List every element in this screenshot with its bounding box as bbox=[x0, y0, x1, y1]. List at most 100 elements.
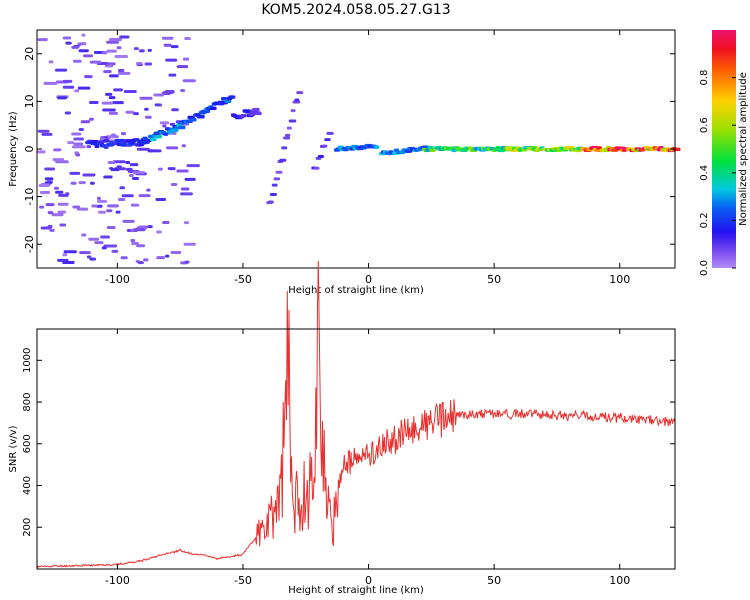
spectrogram-speckle bbox=[144, 107, 149, 111]
spectrogram-speckle bbox=[180, 187, 190, 191]
spectrogram-speckle bbox=[78, 49, 89, 53]
colorbar-tick-label: 0.6 bbox=[699, 117, 710, 133]
spectrogram-speckle bbox=[110, 168, 120, 172]
spectrogram-speckle bbox=[98, 210, 106, 214]
spectrogram-feature-4 bbox=[275, 170, 283, 174]
spectrogram-speckle bbox=[43, 81, 58, 85]
spectrogram-feature-1 bbox=[155, 135, 162, 139]
spectrogram-speckle bbox=[106, 225, 116, 229]
spectrogram-speckle bbox=[100, 235, 110, 239]
snr-plot-area bbox=[37, 329, 675, 569]
spectrogram-speckle bbox=[103, 175, 113, 179]
spectrogram-speckle bbox=[117, 197, 126, 201]
spectrogram-speckle bbox=[47, 211, 54, 215]
spectrogram-speckle bbox=[83, 54, 94, 58]
spectrogram-speckle bbox=[73, 137, 85, 141]
spectrogram-feature-4 bbox=[294, 98, 300, 102]
spectrogram-speckle bbox=[78, 181, 86, 185]
spectrogram-feature-0 bbox=[98, 140, 105, 144]
spectrogram-speckle bbox=[165, 254, 170, 258]
spectrogram-speckle bbox=[166, 146, 179, 150]
spectrogram-speckle bbox=[163, 43, 172, 47]
spectrogram-speckle bbox=[45, 203, 55, 207]
spectrogram-feature-4 bbox=[284, 133, 291, 137]
spectrogram-speckle bbox=[48, 60, 54, 64]
spectrogram-speckle bbox=[96, 196, 101, 200]
spectrogram-speckle bbox=[156, 103, 162, 107]
spectrogram-speckle bbox=[176, 65, 189, 69]
spectrogram-speckle bbox=[103, 70, 112, 74]
spectrogram-speckle bbox=[62, 253, 68, 257]
spectrogram-speckle bbox=[170, 250, 182, 254]
x-tick-label: -50 bbox=[234, 273, 252, 286]
figure-title: KOM5.2024.058.05.27.G13 bbox=[261, 2, 450, 18]
spectrogram-feature-5 bbox=[326, 131, 334, 135]
spectrogram-feature-3 bbox=[256, 111, 262, 116]
spectrogram-speckle bbox=[170, 45, 179, 49]
spectrogram-feature-4 bbox=[283, 136, 291, 140]
colorbar-gradient bbox=[712, 30, 736, 268]
spectrogram-feature-3 bbox=[248, 112, 256, 116]
spectrogram-speckle bbox=[168, 73, 177, 77]
spectrogram-feature-1 bbox=[142, 136, 148, 141]
spectrogram-speckle bbox=[139, 49, 145, 53]
spectrogram-speckle bbox=[162, 124, 167, 128]
spectrogram-feature-5 bbox=[317, 155, 325, 159]
snr-series-line bbox=[36, 260, 676, 569]
spectrogram-speckle bbox=[89, 117, 94, 121]
colorbar-tick-label: 0.2 bbox=[699, 212, 710, 228]
spectrogram-speckle bbox=[57, 258, 69, 262]
y-tick-label: 10 bbox=[23, 94, 36, 108]
spectrogram-speckle bbox=[180, 192, 193, 196]
spectrogram-speckle bbox=[117, 71, 131, 75]
spectrogram-speckle bbox=[131, 242, 140, 246]
spectrogram-speckle bbox=[184, 36, 191, 40]
spectrogram-speckle bbox=[96, 199, 107, 203]
spectrogram-speckle bbox=[104, 64, 114, 68]
spectrogram-speckle bbox=[53, 186, 60, 190]
spectrogram-speckle bbox=[125, 160, 131, 164]
spectrogram-speckle bbox=[113, 88, 123, 92]
spectrogram-speckle bbox=[181, 144, 186, 148]
spectrogram-feature-5 bbox=[322, 144, 328, 148]
spectrogram-feature-2 bbox=[196, 115, 205, 119]
spectrogram-feature-4 bbox=[288, 119, 297, 123]
spectrogram-speckle bbox=[130, 229, 135, 233]
spectrogram-speckle bbox=[153, 93, 165, 97]
spectrogram-feature-4 bbox=[286, 126, 292, 130]
spectrogram-feature-3 bbox=[240, 113, 247, 118]
y-tick-label: 600 bbox=[22, 434, 33, 453]
x-tick-label: 100 bbox=[609, 574, 630, 587]
y-tick-label: 200 bbox=[22, 518, 33, 537]
spectrogram-speckle bbox=[132, 171, 145, 175]
spectrogram-feature-4 bbox=[281, 146, 288, 150]
colorbar-label: Normalized spectral amplitude bbox=[738, 72, 749, 226]
spectrogram-feature-5 bbox=[324, 138, 331, 142]
spectrogram-speckle bbox=[44, 167, 55, 171]
spectrogram-speckle bbox=[122, 219, 135, 223]
spectrogram-speckle bbox=[108, 111, 119, 115]
spectrogram-feature-1 bbox=[163, 132, 169, 136]
colorbar: 0.0 0.2 0.4 0.6 0.8 Normalized spectral ampl… bbox=[699, 30, 749, 276]
spectrogram-speckle bbox=[78, 127, 84, 131]
spectrogram-feature-4 bbox=[267, 200, 274, 204]
spectrogram-speckle bbox=[55, 190, 64, 194]
spectrogram-speckle bbox=[53, 148, 62, 152]
spectrogram-speckle bbox=[74, 151, 80, 155]
spectrogram-speckle bbox=[106, 40, 119, 44]
spectrogram-speckle bbox=[170, 183, 178, 187]
spectrogram-speckle bbox=[156, 256, 166, 260]
spectrogram-speckle bbox=[77, 42, 87, 46]
x-tick-label: 0 bbox=[365, 273, 372, 286]
spectrogram-feature-0 bbox=[94, 144, 100, 148]
spectrogram-speckle bbox=[94, 241, 104, 245]
spectrogram-speckle bbox=[89, 257, 97, 261]
spectrogram-speckle bbox=[147, 225, 153, 229]
spectrogram-feature-1 bbox=[178, 125, 186, 130]
spectrogram-speckle bbox=[132, 177, 140, 181]
spectrogram-speckle bbox=[80, 120, 91, 124]
spectrogram-speckle bbox=[62, 79, 73, 83]
y-tick-label: 20 bbox=[23, 47, 36, 61]
spectrogram-speckle bbox=[120, 256, 128, 260]
